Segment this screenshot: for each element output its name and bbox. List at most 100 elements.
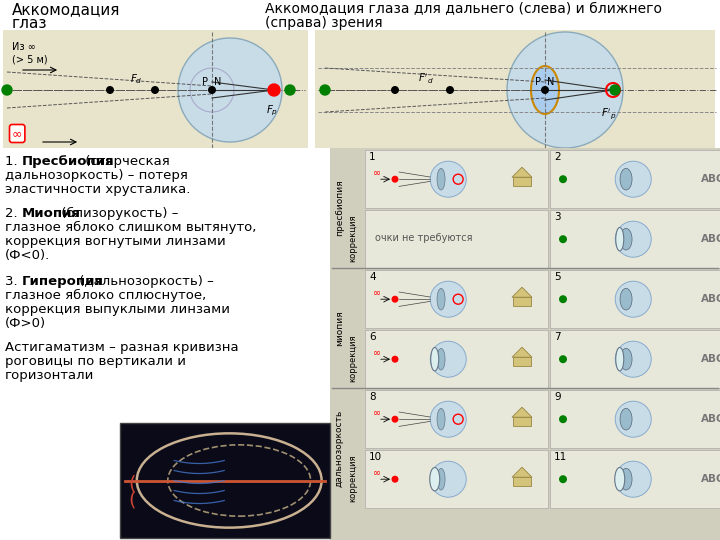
Ellipse shape (615, 468, 625, 491)
Text: эластичности хрусталика.: эластичности хрусталика. (5, 183, 190, 196)
Text: коррекция выпуклыми линзами: коррекция выпуклыми линзами (5, 303, 230, 316)
Text: Из ∞: Из ∞ (12, 42, 36, 52)
Circle shape (446, 86, 454, 94)
Circle shape (507, 32, 623, 148)
Text: миопия: миопия (335, 310, 344, 346)
Text: Миопия: Миопия (22, 207, 81, 220)
Text: (справа) зрения: (справа) зрения (265, 16, 382, 30)
Circle shape (559, 175, 567, 183)
Text: (старческая: (старческая (81, 155, 170, 168)
FancyBboxPatch shape (550, 150, 720, 208)
Text: ∞: ∞ (373, 288, 381, 298)
FancyBboxPatch shape (365, 330, 548, 388)
Text: ABC: ABC (701, 174, 720, 184)
Ellipse shape (437, 408, 445, 430)
Ellipse shape (430, 468, 440, 491)
Text: ABC: ABC (701, 414, 720, 424)
Polygon shape (512, 467, 532, 477)
Text: коррекция: коррекция (348, 214, 357, 262)
Text: $F'_p$: $F'_p$ (601, 106, 616, 121)
FancyBboxPatch shape (513, 177, 531, 186)
Circle shape (616, 161, 652, 197)
Text: пресбиопия: пресбиопия (335, 180, 344, 237)
FancyBboxPatch shape (513, 477, 531, 486)
Circle shape (285, 85, 295, 95)
Circle shape (616, 221, 652, 257)
Text: 1.: 1. (5, 155, 22, 168)
Ellipse shape (620, 468, 632, 490)
FancyBboxPatch shape (550, 210, 720, 268)
Text: (Ф>0): (Ф>0) (5, 317, 46, 330)
FancyBboxPatch shape (0, 148, 330, 540)
FancyBboxPatch shape (365, 390, 548, 448)
FancyBboxPatch shape (120, 423, 330, 538)
Text: $F'_d$: $F'_d$ (418, 72, 433, 86)
FancyBboxPatch shape (315, 30, 715, 150)
Circle shape (431, 341, 467, 377)
Polygon shape (512, 167, 532, 177)
Polygon shape (512, 347, 532, 357)
Text: коррекция: коррекция (348, 454, 357, 502)
Text: 7: 7 (554, 332, 561, 342)
Text: Гиперопия: Гиперопия (22, 275, 104, 288)
Ellipse shape (437, 168, 445, 190)
Ellipse shape (620, 348, 632, 370)
Circle shape (559, 475, 567, 483)
Text: P: P (535, 77, 541, 87)
Circle shape (431, 401, 467, 437)
Text: (
(: ( ( (128, 475, 135, 510)
Polygon shape (512, 287, 532, 297)
Text: ∞: ∞ (373, 348, 381, 358)
Text: очки не требуются: очки не требуются (375, 233, 472, 243)
Ellipse shape (437, 468, 445, 490)
FancyBboxPatch shape (550, 390, 720, 448)
Text: (близорукость) –: (близорукость) – (58, 207, 179, 220)
Text: 6: 6 (369, 332, 376, 342)
Text: 3: 3 (554, 212, 561, 222)
Text: (> 5 м): (> 5 м) (12, 54, 48, 64)
Circle shape (106, 86, 114, 94)
Ellipse shape (620, 288, 632, 310)
Text: коррекция вогнутыми линзами: коррекция вогнутыми линзами (5, 235, 226, 248)
Circle shape (392, 476, 398, 483)
Circle shape (559, 355, 567, 363)
Text: (Ф<0).: (Ф<0). (5, 249, 50, 262)
FancyBboxPatch shape (3, 30, 308, 150)
FancyBboxPatch shape (513, 297, 531, 306)
Text: коррекция: коррекция (348, 334, 357, 382)
Text: Пресбиопия: Пресбиопия (22, 155, 114, 168)
Circle shape (151, 86, 159, 94)
Text: глазное яблоко слишком вытянуто,: глазное яблоко слишком вытянуто, (5, 221, 256, 234)
Text: Аккомодация: Аккомодация (12, 2, 120, 17)
Text: 2: 2 (554, 152, 561, 162)
Circle shape (541, 86, 549, 94)
FancyBboxPatch shape (365, 150, 548, 208)
Text: горизонтали: горизонтали (5, 369, 94, 382)
Circle shape (320, 85, 330, 95)
Circle shape (610, 85, 620, 95)
FancyBboxPatch shape (550, 450, 720, 508)
Text: P: P (202, 77, 208, 87)
FancyBboxPatch shape (550, 270, 720, 328)
Text: 10: 10 (369, 452, 382, 462)
Text: Аккомодация глаза для дальнего (слева) и ближнего: Аккомодация глаза для дальнего (слева) и… (265, 2, 662, 16)
Circle shape (208, 86, 216, 94)
Circle shape (559, 295, 567, 303)
Text: ∞: ∞ (12, 127, 22, 140)
Text: 9: 9 (554, 392, 561, 402)
Circle shape (392, 356, 398, 363)
Ellipse shape (620, 228, 632, 250)
Text: дальнозоркость: дальнозоркость (335, 409, 344, 487)
FancyBboxPatch shape (365, 270, 548, 328)
Text: (дальнозоркость) –: (дальнозоркость) – (75, 275, 214, 288)
Text: роговицы по вертикали и: роговицы по вертикали и (5, 355, 186, 368)
Circle shape (616, 281, 652, 317)
Circle shape (616, 341, 652, 377)
Circle shape (431, 461, 467, 497)
Text: N: N (214, 77, 221, 87)
FancyBboxPatch shape (365, 450, 548, 508)
Circle shape (268, 84, 280, 96)
Text: ABC: ABC (701, 354, 720, 364)
Polygon shape (512, 407, 532, 417)
Circle shape (392, 296, 398, 303)
